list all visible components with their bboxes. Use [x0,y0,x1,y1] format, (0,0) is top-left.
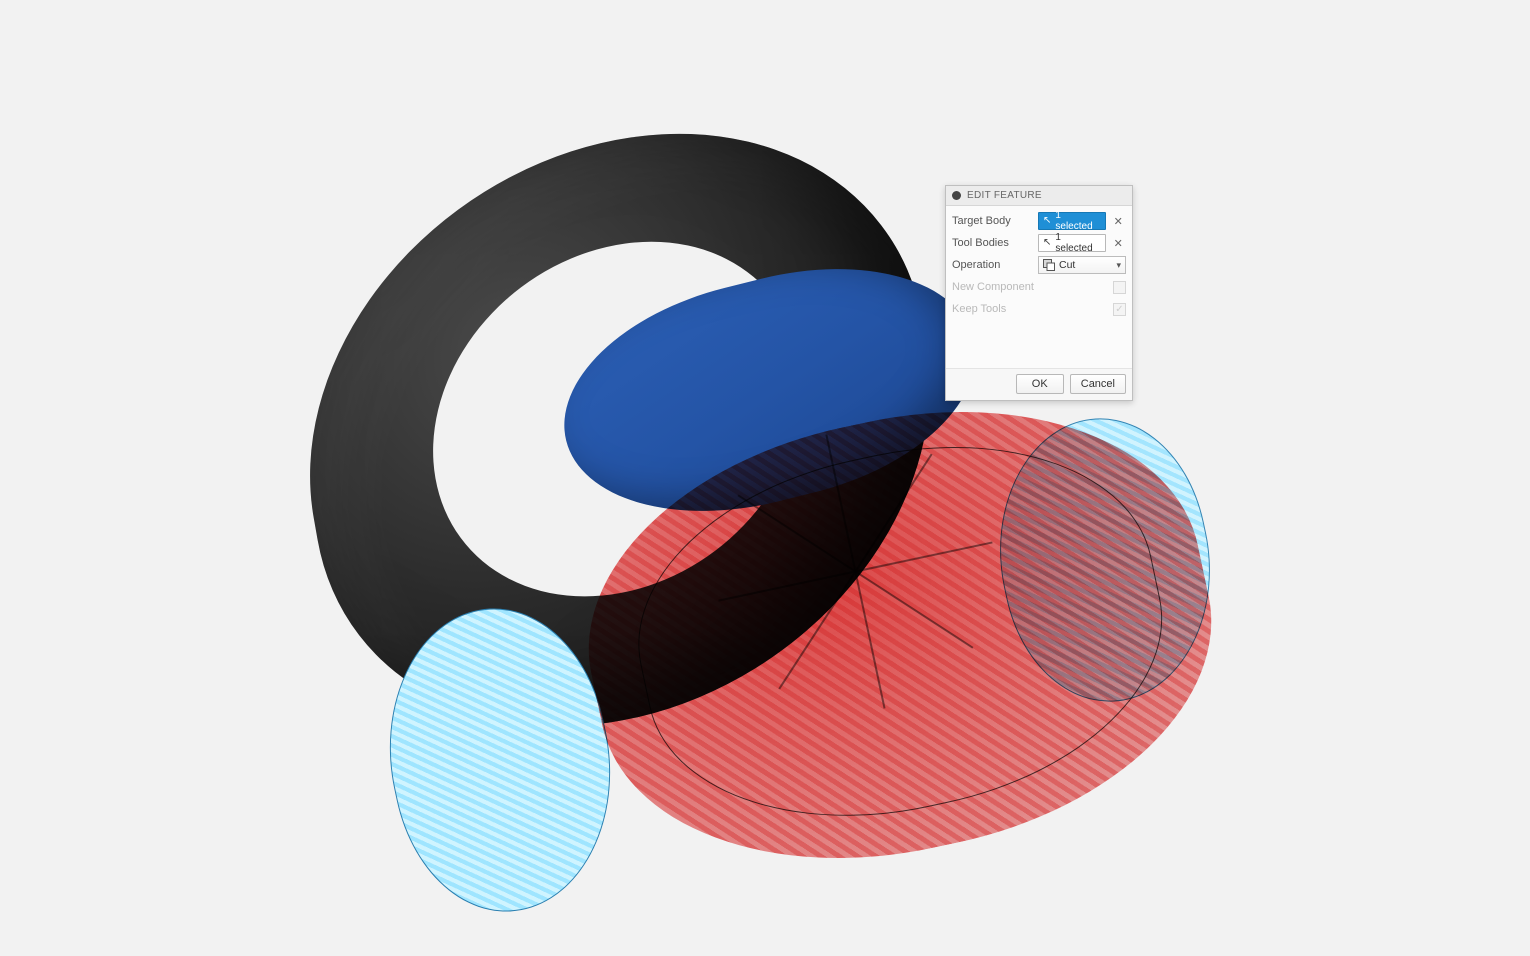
operation-dropdown[interactable]: Cut ▾ [1038,256,1126,274]
checkbox-new-component [1113,281,1126,294]
collapse-icon[interactable] [952,191,961,200]
target-body-selector[interactable]: ↖ 1 selected [1038,212,1106,230]
row-tool-bodies: Tool Bodies ↖ 1 selected ✕ [952,232,1126,254]
operation-value: Cut [1059,259,1075,271]
cut-icon [1043,259,1055,271]
row-keep-tools: Keep Tools ✓ [952,298,1126,320]
cursor-icon: ↖ [1043,238,1051,248]
panel-footer: OK Cancel [946,368,1132,400]
clear-target-body[interactable]: ✕ [1110,213,1126,229]
label-tool-bodies: Tool Bodies [952,237,1034,249]
row-target-body: Target Body ↖ 1 selected ✕ [952,210,1126,232]
label-new-component: New Component [952,281,1034,293]
tool-bodies-count: 1 selected [1055,232,1099,254]
row-operation: Operation Cut ▾ [952,254,1126,276]
label-keep-tools: Keep Tools [952,303,1034,315]
ok-button[interactable]: OK [1016,374,1064,394]
row-new-component: New Component [952,276,1126,298]
target-body-count: 1 selected [1055,210,1099,232]
tool-bodies-selector[interactable]: ↖ 1 selected [1038,234,1106,252]
label-target-body: Target Body [952,215,1034,227]
edit-feature-panel[interactable]: EDIT FEATURE Target Body ↖ 1 selected ✕ … [945,185,1133,401]
cursor-icon: ↖ [1043,216,1051,226]
checkbox-keep-tools: ✓ [1113,303,1126,316]
panel-title: EDIT FEATURE [967,190,1042,201]
label-operation: Operation [952,259,1034,271]
cancel-button[interactable]: Cancel [1070,374,1126,394]
panel-body: Target Body ↖ 1 selected ✕ Tool Bodies ↖… [946,206,1132,368]
panel-spacer [952,320,1126,366]
cad-viewport[interactable]: EDIT FEATURE Target Body ↖ 1 selected ✕ … [0,0,1530,956]
chevron-down-icon: ▾ [1116,260,1121,271]
clear-tool-bodies[interactable]: ✕ [1110,235,1126,251]
panel-header[interactable]: EDIT FEATURE [946,186,1132,206]
